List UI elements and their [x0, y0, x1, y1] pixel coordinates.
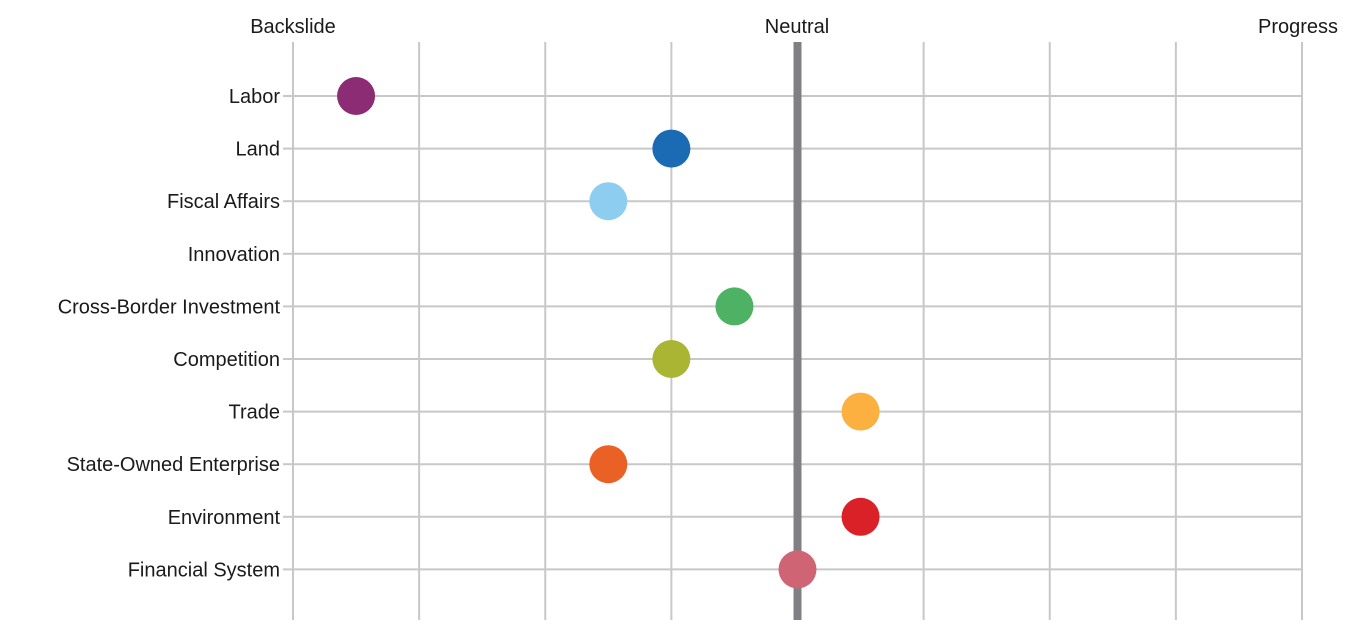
category-label: Land [236, 139, 281, 161]
category-label: State-Owned Enterprise [67, 454, 280, 476]
category-label: Innovation [188, 244, 280, 266]
labels: Backslide Neutral Progress [250, 16, 1338, 38]
grid [283, 42, 1303, 620]
progress-label: Progress [1258, 16, 1338, 38]
category-label: Competition [173, 349, 280, 371]
data-point [652, 129, 691, 168]
data-point [715, 287, 754, 326]
data-point [652, 340, 691, 378]
neutral-label: Neutral [765, 16, 829, 38]
category-label: Fiscal Affairs [167, 191, 280, 213]
data-points [337, 77, 880, 589]
backslide-label: Backslide [250, 16, 336, 38]
category-label: Labor [229, 86, 280, 108]
category-label: Financial System [128, 559, 280, 581]
data-point [778, 550, 817, 589]
category-label: Cross-Border Investment [58, 296, 281, 318]
data-point [841, 497, 880, 536]
data-point [337, 77, 376, 115]
data-point [841, 392, 880, 431]
category-labels: Labor Land Fiscal Affairs Innovation Cross-B… [58, 86, 281, 581]
category-label: Environment [168, 507, 281, 529]
category-label: Trade [228, 402, 280, 424]
data-point [589, 445, 628, 484]
data-point [589, 182, 628, 221]
